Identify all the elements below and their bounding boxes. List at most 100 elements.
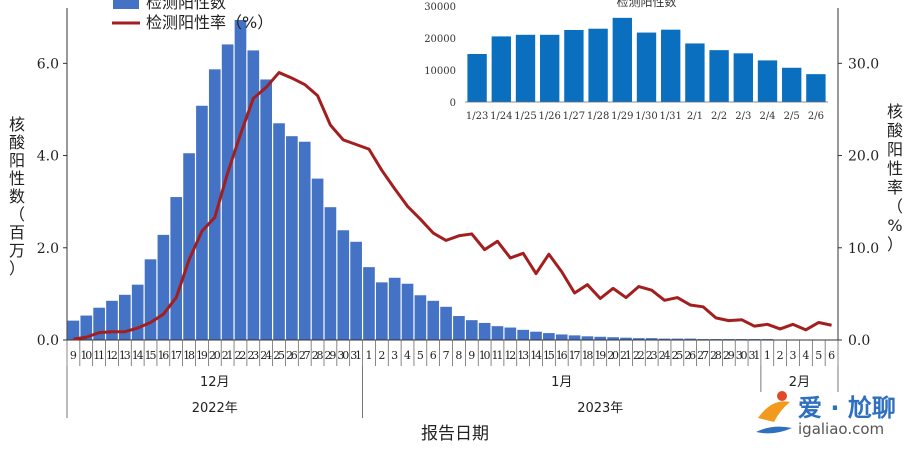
inset-x-tick-label: 1/31 bbox=[659, 111, 681, 122]
x-tick-label: 18 bbox=[183, 349, 195, 362]
year-group-label: 2022年 bbox=[192, 401, 238, 416]
x-tick-label: 30 bbox=[337, 349, 349, 362]
x-tick-label: 19 bbox=[594, 349, 606, 362]
x-tick-label: 18 bbox=[581, 349, 593, 362]
right-y-tick-label: 30.0 bbox=[848, 56, 879, 72]
month-group-label: 2月 bbox=[789, 375, 810, 390]
x-tick-label: 13 bbox=[517, 349, 529, 362]
legend-bar-swatch bbox=[113, 0, 139, 9]
month-group-label: 1月 bbox=[551, 375, 572, 390]
positive-count-bar bbox=[401, 283, 414, 340]
inset-y-tick-label: 30000 bbox=[424, 2, 456, 13]
x-tick-label: 27 bbox=[299, 349, 311, 362]
positive-count-bar bbox=[684, 338, 697, 340]
x-tick-label: 26 bbox=[684, 349, 696, 362]
x-tick-label: 26 bbox=[286, 349, 298, 362]
x-tick-label: 21 bbox=[620, 349, 632, 362]
x-tick-label: 9 bbox=[468, 349, 475, 362]
positive-count-bar bbox=[478, 322, 491, 340]
x-tick-label: 4 bbox=[404, 349, 411, 362]
x-tick-label: 1 bbox=[764, 349, 771, 362]
positive-count-bar bbox=[170, 197, 183, 340]
positive-count-bar bbox=[581, 336, 594, 340]
positive-count-bar bbox=[465, 320, 478, 340]
inset-bar bbox=[757, 60, 778, 102]
positive-count-bar bbox=[260, 79, 272, 340]
positive-count-bar bbox=[93, 307, 105, 340]
x-tick-label: 12 bbox=[106, 349, 118, 362]
positive-count-bar bbox=[543, 333, 555, 340]
inset-y-tick-label: 0 bbox=[450, 98, 456, 109]
inset-bar bbox=[491, 36, 511, 102]
inset-x-tick-label: 1/28 bbox=[587, 111, 609, 122]
left-y-tick-label: 4.0 bbox=[37, 149, 59, 165]
inset-bar bbox=[709, 50, 729, 102]
positive-count-bar bbox=[427, 300, 440, 340]
inset-x-tick-label: 1/27 bbox=[563, 111, 585, 122]
positive-count-bar bbox=[517, 329, 529, 340]
x-tick-label: 16 bbox=[556, 349, 568, 362]
x-tick-label: 27 bbox=[697, 349, 709, 362]
positive-count-bar bbox=[221, 44, 234, 341]
positive-count-bar bbox=[658, 338, 671, 340]
x-tick-label: 17 bbox=[170, 349, 182, 362]
inset-x-tick-label: 1/30 bbox=[635, 111, 657, 122]
watermark-logo-icon bbox=[756, 391, 792, 434]
positive-count-bar bbox=[324, 207, 337, 340]
x-tick-label: 9 bbox=[70, 349, 77, 362]
inset-x-tick-label: 2/6 bbox=[808, 111, 824, 122]
positive-count-bar bbox=[183, 153, 195, 340]
left-y-axis-title: 核酸阳性数（百万） bbox=[9, 115, 25, 278]
right-y-axis-title: 核酸阳性率（%） bbox=[887, 102, 903, 254]
x-tick-label: 23 bbox=[646, 349, 658, 362]
positive-count-bar bbox=[286, 136, 298, 340]
inset-x-tick-label: 1/29 bbox=[611, 111, 633, 122]
positive-count-bar bbox=[350, 241, 362, 340]
inset-x-tick-label: 2/2 bbox=[711, 111, 727, 122]
positive-count-bar bbox=[247, 50, 260, 341]
legend-bar-label: 检测阳性数 bbox=[146, 0, 226, 12]
positive-count-bar bbox=[633, 338, 645, 340]
positive-count-bar bbox=[568, 335, 581, 340]
x-tick-label: 28 bbox=[710, 349, 722, 362]
positive-count-bar bbox=[491, 326, 504, 340]
positive-count-bar bbox=[234, 19, 247, 341]
positive-count-bar bbox=[607, 337, 619, 340]
x-tick-label: 25 bbox=[671, 349, 683, 362]
x-tick-label: 31 bbox=[749, 349, 761, 362]
inset-bar bbox=[515, 34, 536, 102]
inset-bar bbox=[685, 43, 705, 102]
main-bar-series bbox=[67, 19, 838, 341]
positive-count-bar bbox=[157, 234, 170, 340]
positive-count-bar bbox=[337, 230, 350, 340]
positive-count-bar bbox=[67, 320, 80, 340]
positive-count-bar bbox=[119, 294, 131, 340]
inset-x-tick-label: 2/5 bbox=[784, 111, 800, 122]
inset-bar bbox=[806, 74, 826, 102]
x-tick-label: 31 bbox=[350, 349, 362, 362]
x-tick-label: 22 bbox=[633, 349, 645, 362]
positive-count-bar bbox=[453, 316, 465, 340]
inset-y-tick-label: 10000 bbox=[424, 66, 456, 77]
x-tick-label: 11 bbox=[492, 349, 504, 362]
x-tick-label: 12 bbox=[504, 349, 516, 362]
legend-line-label: 检测阳性率（%） bbox=[146, 13, 273, 32]
x-tick-label: 1 bbox=[365, 349, 372, 362]
positive-count-bar bbox=[106, 300, 118, 340]
positive-count-bar bbox=[196, 105, 208, 340]
positive-count-bar bbox=[645, 338, 658, 340]
watermark-url: igaliao.com bbox=[798, 420, 885, 438]
main-axes: 0.02.04.06.00.010.020.030.09 10 11 12 13 14 15… bbox=[9, 8, 903, 444]
inset-x-tick-label: 2/4 bbox=[759, 111, 775, 122]
x-tick-label: 8 bbox=[455, 349, 462, 362]
positive-count-bar bbox=[594, 336, 607, 340]
inset-bar bbox=[636, 32, 657, 103]
positive-count-bar bbox=[504, 327, 517, 340]
month-group-label: 12月 bbox=[200, 375, 230, 390]
x-tick-label: 19 bbox=[196, 349, 208, 362]
x-tick-label: 23 bbox=[247, 349, 259, 362]
x-axis-title: 报告日期 bbox=[421, 424, 489, 444]
right-y-tick-label: 10.0 bbox=[848, 241, 879, 257]
